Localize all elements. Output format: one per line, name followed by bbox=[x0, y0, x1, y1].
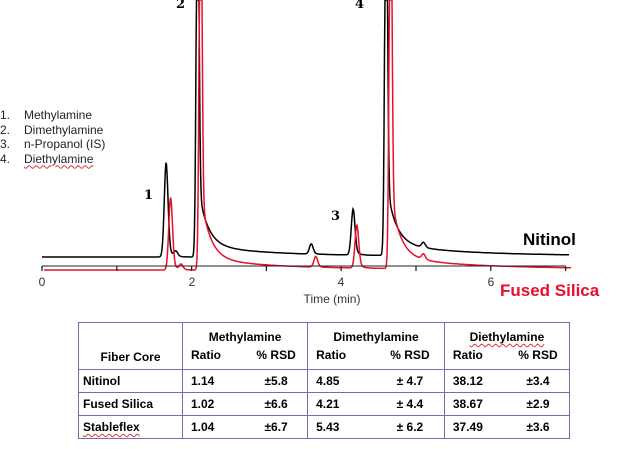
subheader-cell: Ratio % RSD bbox=[443, 344, 571, 370]
x-axis-label: Time (min) bbox=[303, 292, 361, 306]
x-tick-label: 2 bbox=[188, 275, 196, 289]
legend-number: 1. bbox=[0, 108, 11, 122]
cell: 5.43 ± 6.2 bbox=[307, 415, 445, 439]
header-group-label: Diethylamine bbox=[469, 330, 545, 344]
legend-name: Diethylamine bbox=[24, 151, 94, 166]
subheader-rsd: % RSD bbox=[390, 348, 430, 362]
x-tick-label: 6 bbox=[487, 275, 495, 289]
row-fiber-core: Stableflex bbox=[78, 415, 183, 439]
legend-number: 3. bbox=[0, 137, 11, 151]
legend-item: 3. n-Propanol (IS) bbox=[0, 137, 105, 152]
cell-rsd: ± 6.2 bbox=[396, 420, 424, 434]
cell-rsd: ±5.8 bbox=[264, 374, 288, 388]
cell-ratio: 38.67 bbox=[452, 397, 483, 411]
legend-number: 2. bbox=[0, 122, 11, 137]
row-fiber-core: Nitinol bbox=[78, 369, 183, 393]
cell-ratio: 37.49 bbox=[452, 420, 483, 434]
cell: 1.14 ±5.8 bbox=[181, 369, 309, 393]
legend-item: 2. Dimethylamine bbox=[0, 123, 105, 138]
trace-nitinol bbox=[42, 0, 569, 258]
cell: 4.21 ± 4.4 bbox=[307, 392, 445, 416]
cell-rsd: ±2.9 bbox=[526, 397, 550, 411]
peak-label-1: 1 bbox=[144, 188, 154, 203]
series-label-fused-silica: Fused Silica bbox=[500, 281, 600, 300]
results-table: Fiber Core Methylamine Dimethylamine Die… bbox=[78, 322, 571, 439]
chromatogram-chart bbox=[41, 0, 572, 271]
cell-rsd: ± 4.7 bbox=[396, 374, 424, 388]
trace-fused-silica bbox=[44, 0, 572, 271]
cell-rsd: ±3.6 bbox=[526, 420, 550, 434]
series-label-nitinol: Nitinol bbox=[523, 230, 576, 249]
table-subheader-row: Ratio % RSD Ratio % RSD Ratio % RSD bbox=[79, 344, 571, 370]
subheader-rsd: % RSD bbox=[256, 348, 296, 362]
cell-ratio: 4.85 bbox=[316, 374, 340, 388]
cell-rsd: ±6.7 bbox=[264, 420, 288, 434]
row-fiber-core: Fused Silica bbox=[78, 392, 183, 416]
cell: 1.04 ±6.7 bbox=[181, 415, 309, 439]
legend-name: Dimethylamine bbox=[24, 122, 104, 137]
x-tick-label: 0 bbox=[38, 275, 46, 289]
cell-rsd: ±3.4 bbox=[526, 374, 550, 388]
cell-ratio: 1.02 bbox=[191, 397, 215, 411]
x-tick-label: 4 bbox=[337, 275, 345, 289]
subheader-rsd: % RSD bbox=[518, 348, 558, 362]
peak-label-4: 4 bbox=[355, 0, 365, 12]
header-group: Diethylamine bbox=[443, 322, 571, 344]
header-group: Methylamine bbox=[181, 322, 309, 344]
cell: 1.02 ±6.6 bbox=[181, 392, 309, 416]
subheader-ratio: Ratio bbox=[316, 348, 347, 362]
legend-name: Methylamine bbox=[24, 108, 93, 122]
table-row: Nitinol 1.14 ±5.8 4.85 ± 4.7 38.12 ±3.4 bbox=[78, 369, 571, 393]
subheader-ratio: Ratio bbox=[452, 348, 483, 362]
legend-name: n-Propanol (IS) bbox=[24, 137, 106, 151]
cell-rsd: ±6.6 bbox=[264, 397, 288, 411]
cell: 38.12 ±3.4 bbox=[443, 369, 571, 393]
table-row: Stableflex 1.04 ±6.7 5.43 ± 6.2 37.49 ±3.6 bbox=[78, 415, 571, 439]
cell-rsd: ± 4.4 bbox=[396, 397, 424, 411]
cell-ratio: 1.14 bbox=[191, 374, 215, 388]
table-header-row: Fiber Core Methylamine Dimethylamine Die… bbox=[78, 322, 571, 370]
header-fiber-core: Fiber Core bbox=[78, 322, 183, 370]
subheader-cell: Ratio % RSD bbox=[307, 344, 445, 370]
cell: 37.49 ±3.6 bbox=[443, 415, 571, 439]
cell: 4.85 ± 4.7 bbox=[307, 369, 445, 393]
cell-ratio: 38.12 bbox=[452, 374, 483, 388]
legend-number: 4. bbox=[0, 151, 11, 166]
cell-ratio: 5.43 bbox=[316, 420, 340, 434]
legend-item: 4. Diethylamine bbox=[0, 152, 105, 167]
cell-ratio: 1.04 bbox=[191, 420, 215, 434]
subheader-cell: Ratio % RSD bbox=[181, 344, 309, 370]
row-fiber-core-label: Stableflex bbox=[83, 420, 140, 434]
header-group: Dimethylamine bbox=[307, 322, 445, 344]
cell: 38.67 ±2.9 bbox=[443, 392, 571, 416]
cell-ratio: 4.21 bbox=[316, 397, 340, 411]
table-row: Fused Silica 1.02 ±6.6 4.21 ± 4.4 38.67 ±2.… bbox=[78, 392, 571, 416]
peak-label-2: 2 bbox=[176, 0, 186, 12]
subheader-ratio: Ratio bbox=[191, 348, 221, 362]
compound-legend: 1. Methylamine 2. Dimethylamine 3. n-Propan… bbox=[0, 108, 105, 166]
peak-label-3: 3 bbox=[331, 209, 341, 224]
legend-item: 1. Methylamine bbox=[0, 108, 105, 123]
